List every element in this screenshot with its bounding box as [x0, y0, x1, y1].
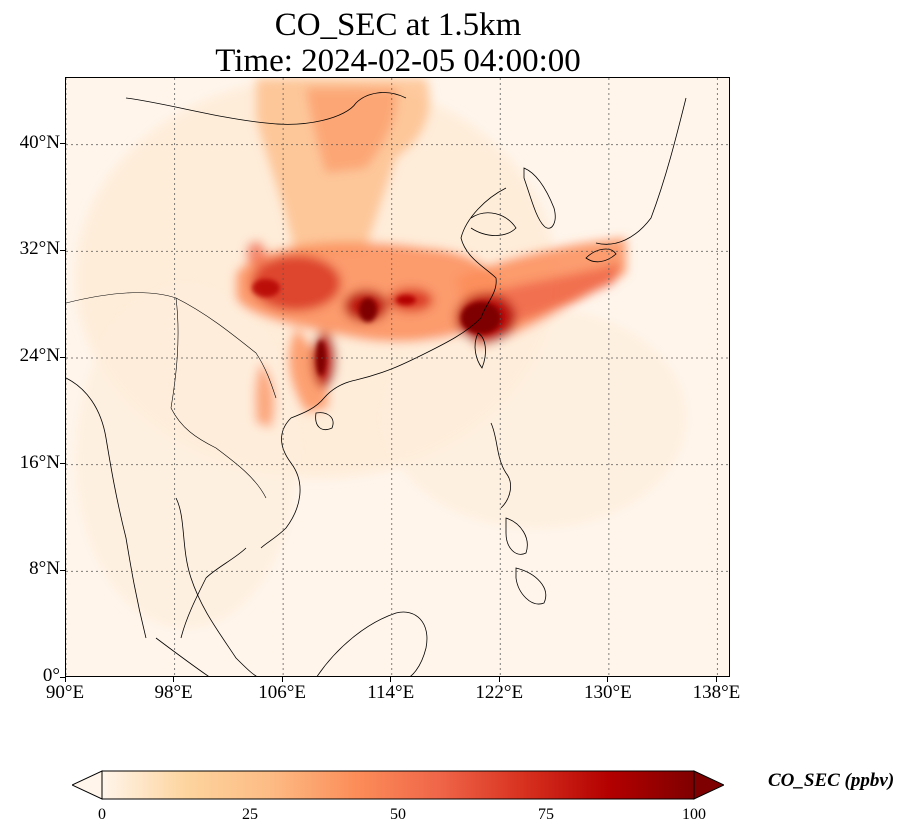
y-tick-label: 16°N — [19, 451, 60, 473]
map-plot-area — [65, 77, 730, 677]
map-subtitle-time: Time: 2024-02-05 04:00:00 — [215, 43, 581, 79]
coastlines — [66, 92, 687, 676]
x-tick-label: 114°E — [367, 682, 415, 703]
colorbar-min-extension — [72, 770, 103, 800]
x-tick-mark — [281, 677, 283, 682]
map-title: CO_SEC at 1.5km — [274, 7, 522, 43]
colorbar-tick-label: 75 — [538, 806, 554, 823]
x-tick-label: 106°E — [258, 682, 306, 703]
y-tick-label: 8°N — [29, 558, 60, 580]
colorbar — [72, 770, 724, 800]
map-canvas — [66, 78, 729, 676]
y-tick-label: 32°N — [19, 238, 60, 260]
x-tick-mark — [64, 677, 66, 682]
x-tick-mark — [607, 677, 609, 682]
x-tick-mark — [715, 677, 717, 682]
y-tick-mark — [60, 249, 65, 251]
x-tick-mark — [390, 677, 392, 682]
x-tick-label: 138°E — [692, 682, 741, 703]
y-tick-label: 24°N — [19, 345, 60, 366]
colorbar-tick-label: 50 — [390, 806, 406, 823]
x-tick-label: 122°E — [475, 682, 524, 703]
y-tick-mark — [60, 356, 65, 358]
colorbar-tick-label: 100 — [682, 806, 706, 823]
y-tick-mark — [60, 463, 65, 465]
x-tick-label: 98°E — [154, 682, 193, 703]
y-tick-mark — [60, 143, 65, 145]
x-tick-mark — [173, 677, 175, 682]
y-tick-label: 0° — [42, 665, 60, 686]
map-gridlines — [66, 78, 729, 676]
x-tick-label: 90°E — [45, 682, 85, 703]
co-concentration-field — [76, 78, 686, 628]
y-tick-mark — [60, 676, 65, 678]
colorbar-gradient — [101, 770, 695, 800]
x-tick-label: 130°E — [583, 682, 632, 703]
colorbar-max-extension — [693, 770, 724, 800]
colorbar-label: CO_SEC (ppbv) — [768, 770, 895, 791]
y-tick-label: 40°N — [19, 131, 60, 153]
colorbar-tick-label: 0 — [98, 806, 106, 823]
x-tick-mark — [498, 677, 500, 682]
colorbar-tick-label: 25 — [242, 806, 258, 823]
y-tick-mark — [60, 569, 65, 571]
